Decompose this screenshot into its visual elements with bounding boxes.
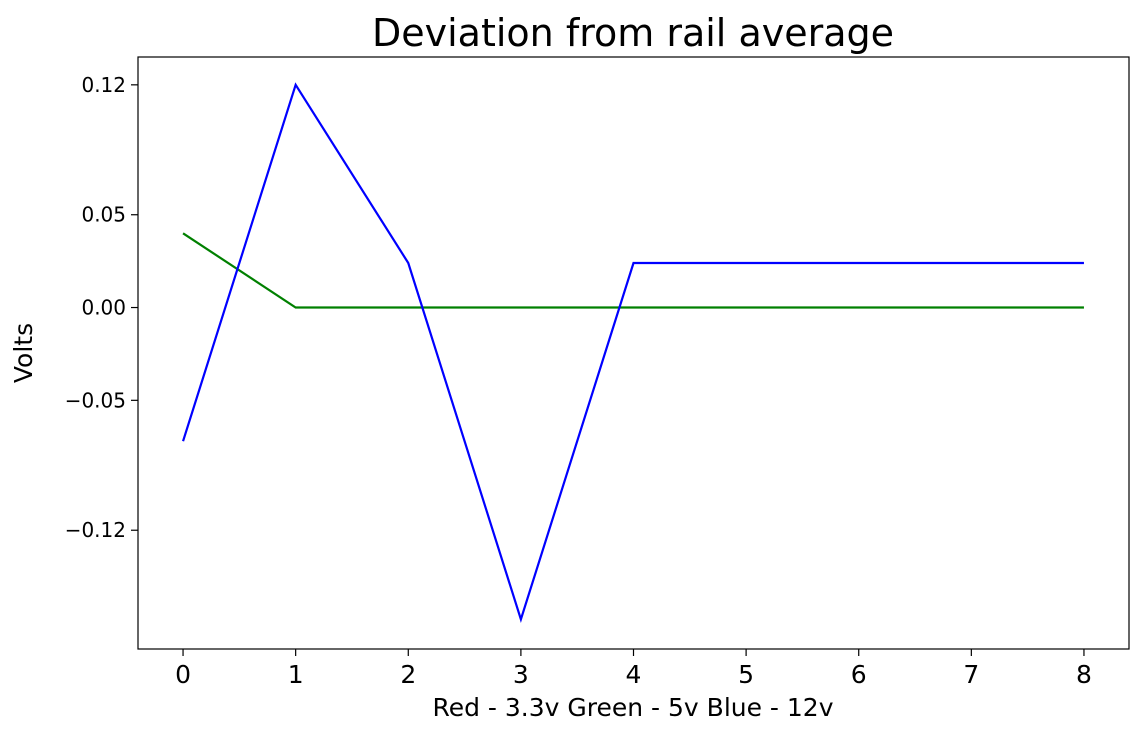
x-tick-label: 3 [513,660,529,689]
x-tick-label: 1 [288,660,304,689]
x-tick-label: 5 [738,660,754,689]
chart-title: Deviation from rail average [372,11,894,55]
plot-frame [137,56,1130,650]
x-axis-label: Red - 3.3v Green - 5v Blue - 12v [432,693,833,722]
y-tick-label: 0.00 [81,296,126,320]
series-line-1 [182,82,1084,623]
y-tick-label: −0.05 [65,388,126,412]
plot-area: 0 1 2 3 4 5 6 7 8 0.12 0.05 0.00 −0.05 −0.12 [65,56,1130,689]
y-tick-label: −0.12 [65,518,126,542]
x-tick-label: 4 [626,660,642,689]
x-tick-label: 8 [1076,660,1092,689]
x-tick-label: 0 [175,660,191,689]
x-tick-label: 7 [963,660,979,689]
x-tick-label: 6 [851,660,867,689]
y-axis-label: Volts [9,323,38,383]
y-tick-label: 0.12 [81,73,126,97]
x-tick-label: 2 [400,660,416,689]
y-tick-label: 0.05 [81,203,126,227]
series-line-0 [182,232,1084,309]
